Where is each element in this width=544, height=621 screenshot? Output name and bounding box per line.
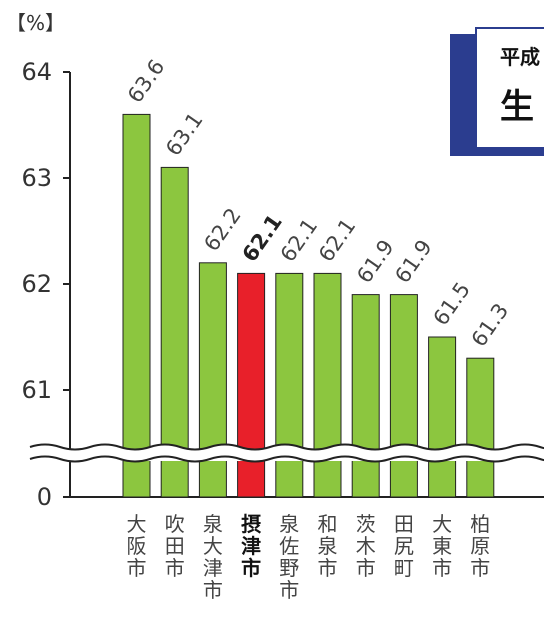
category-label: 摂津市 — [241, 512, 261, 580]
bar — [351, 294, 380, 498]
category-label: 大阪市 — [127, 512, 147, 580]
category-label: 柏原市 — [470, 512, 490, 580]
bar — [198, 262, 227, 498]
value-label: 62.1 — [314, 214, 360, 266]
y-tick-label: 61 — [21, 376, 52, 404]
value-label: 61.3 — [467, 299, 513, 351]
chart-title-line2: 生 — [500, 87, 534, 127]
category-label: 茨木市 — [356, 512, 376, 580]
bar — [428, 336, 457, 498]
category-label: 和泉市 — [318, 512, 338, 580]
category-label: 田尻町 — [394, 512, 414, 580]
break-line-bottom — [29, 455, 544, 463]
category-label: 泉佐野市 — [279, 512, 299, 602]
value-label: 62.2 — [199, 204, 245, 256]
y-axis: 0 61 62 63 64 — [21, 58, 544, 511]
unit-label: 【%】 — [6, 11, 65, 35]
break-line-top — [29, 443, 544, 451]
y-tick-label: 63 — [21, 164, 52, 192]
value-label: 61.9 — [352, 235, 398, 287]
bar — [275, 272, 304, 498]
value-label: 63.1 — [161, 108, 207, 160]
category-label: 吹田市 — [165, 512, 185, 580]
bar-highlighted — [237, 272, 266, 498]
break-fill — [30, 449, 544, 461]
value-label: 61.9 — [390, 235, 436, 287]
value-label: 63.6 — [123, 55, 169, 107]
bar — [122, 113, 151, 498]
bar — [160, 166, 189, 498]
bar — [313, 272, 342, 498]
category-label: 泉大津市 — [203, 512, 223, 602]
value-label: 61.5 — [429, 278, 475, 330]
y-tick-label: 0 — [37, 483, 52, 511]
bar — [389, 294, 418, 498]
bar — [466, 357, 495, 498]
category-label: 大東市 — [432, 512, 452, 580]
y-tick-label: 62 — [21, 270, 52, 298]
y-tick-label: 64 — [21, 58, 52, 86]
title-box-panel — [475, 27, 544, 149]
title-box: 平成 生 — [450, 27, 544, 156]
axis-break — [29, 443, 544, 463]
chart-title-line1: 平成 — [500, 45, 540, 69]
